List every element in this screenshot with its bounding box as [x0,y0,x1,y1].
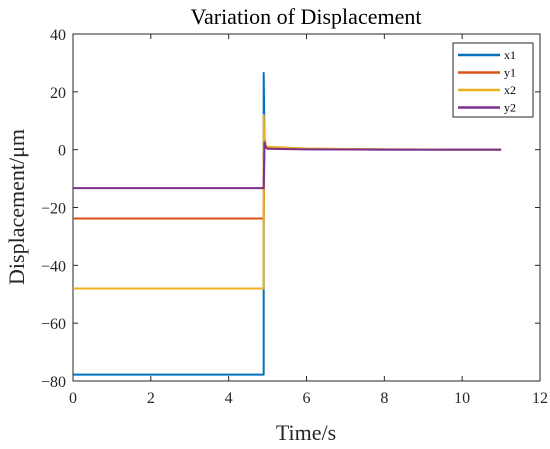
y-tick-label: −20 [41,201,66,218]
series-layer [73,72,502,376]
x-axis-label: Time/s [276,420,336,445]
y-tick-label: 40 [50,27,66,44]
x-tick-label: 0 [69,390,77,407]
x-tick-label: 4 [225,390,233,407]
y-tick-label: 0 [58,143,66,160]
x-tick-label: 12 [532,390,548,407]
x-tick-label: 8 [380,390,388,407]
ticks-layer: 0 2 4 6 8 10 12 −80 −60 −40 −20 0 20 40 [41,27,548,407]
legend-label-x1: x1 [504,48,516,62]
series-line-y2 [73,141,502,190]
x-tick-label: 6 [303,390,311,407]
y-tick-label: −80 [41,374,66,391]
legend-label-y2: y2 [504,101,516,115]
legend: x1 y1 x2 y2 [452,42,534,118]
chart-title: Variation of Displacement [191,4,422,29]
legend-label-x2: x2 [504,83,516,97]
y-tick-label: −40 [41,258,66,275]
y-tick-label: 20 [50,85,66,102]
y-axis-label: Displacement/μm [4,129,29,285]
legend-label-y1: y1 [504,66,516,80]
x-tick-label: 10 [454,390,470,407]
x-tick-label: 2 [147,390,155,407]
y-tick-label: −60 [41,316,66,333]
